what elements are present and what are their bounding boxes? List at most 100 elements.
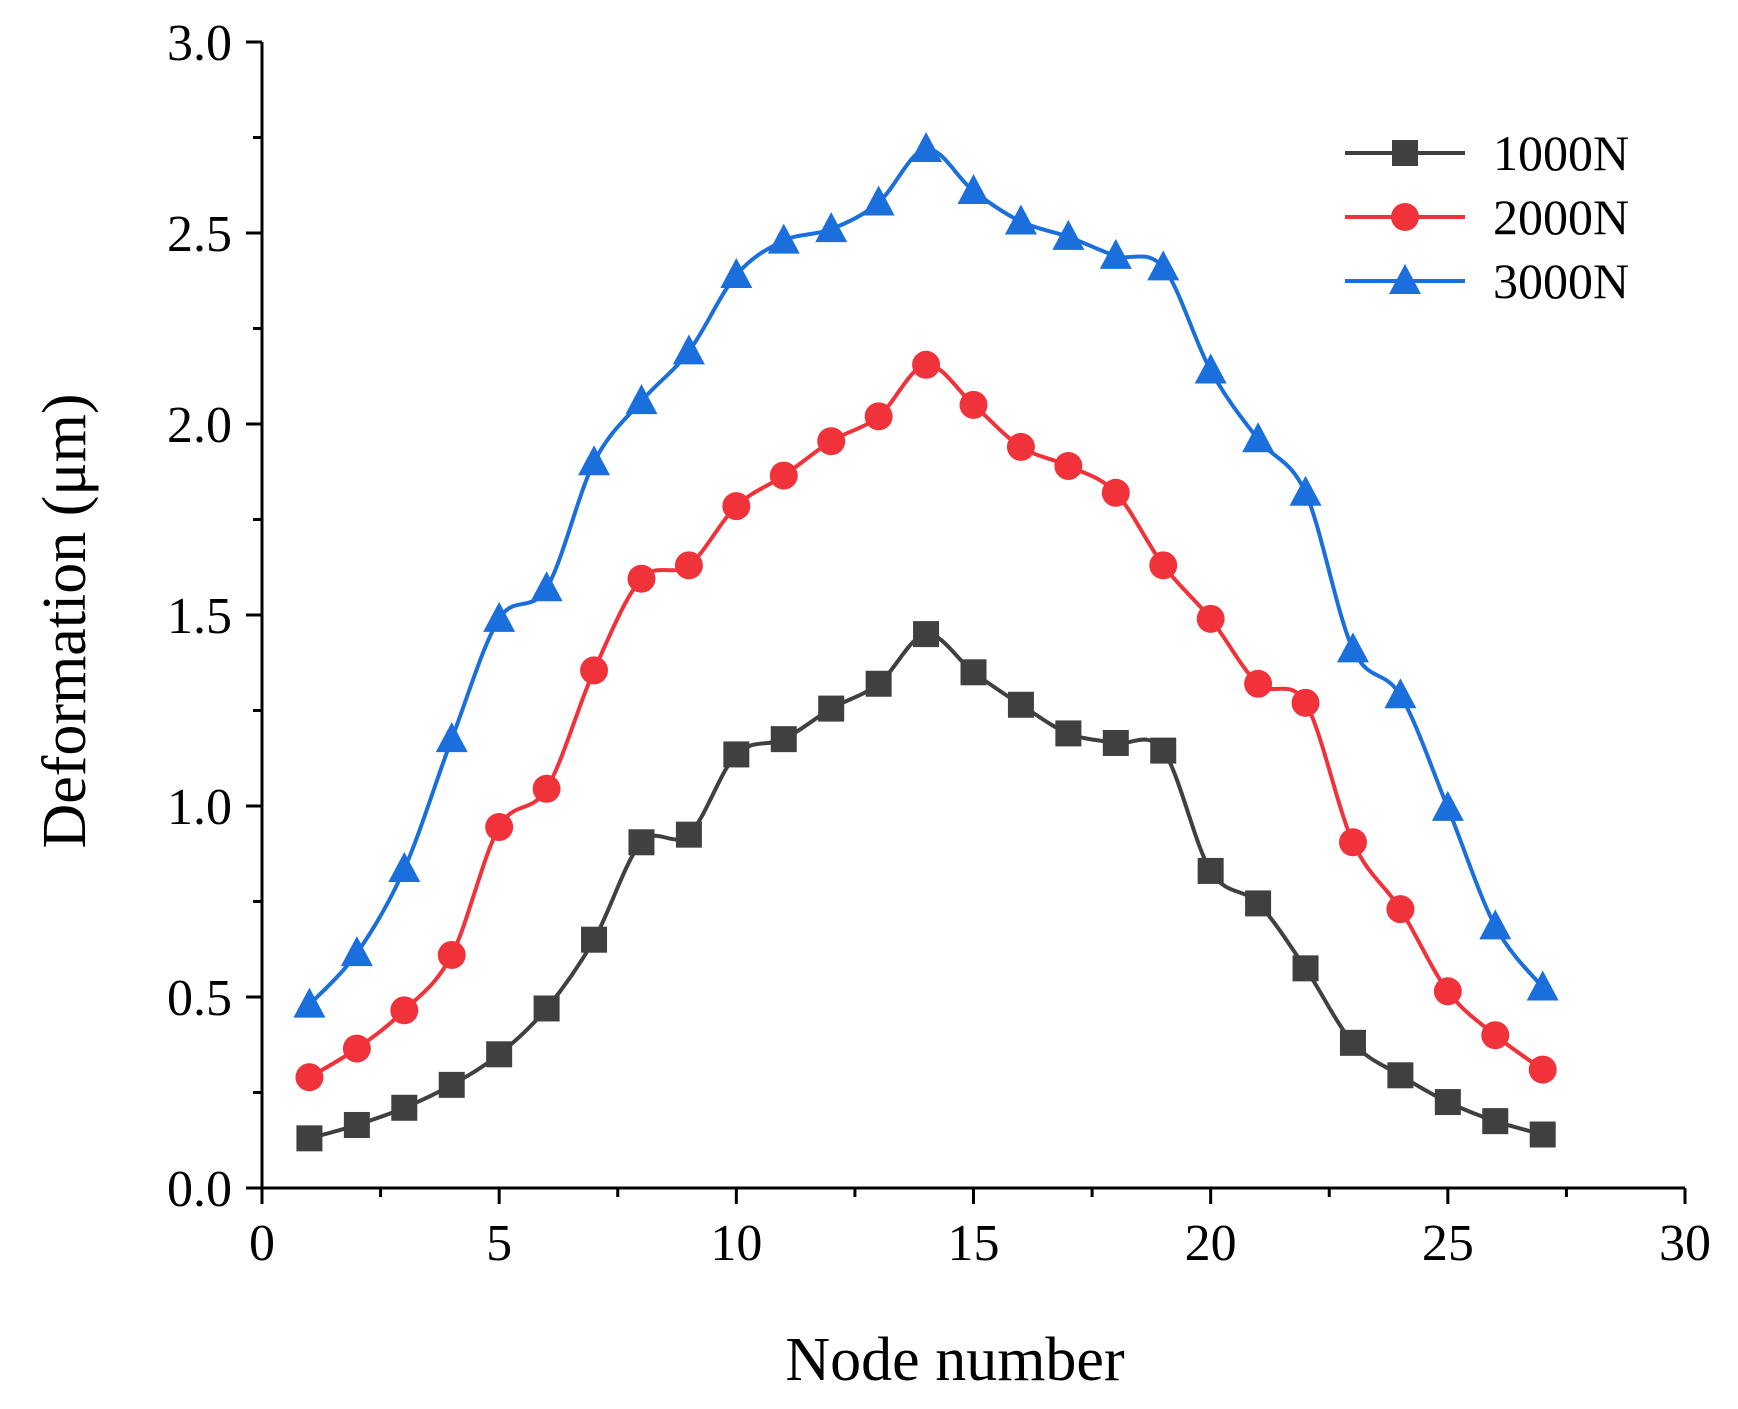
data-point xyxy=(625,384,658,415)
data-point xyxy=(1149,551,1178,580)
data-point xyxy=(1006,432,1035,461)
data-point xyxy=(1291,688,1320,717)
data-point xyxy=(1147,250,1180,281)
data-point xyxy=(486,1041,513,1068)
data-point xyxy=(1479,909,1512,940)
x-tick-label: 10 xyxy=(710,1215,762,1272)
legend-item: 2000N xyxy=(1345,189,1629,245)
legend-label: 3000N xyxy=(1493,253,1629,309)
data-point xyxy=(532,774,561,803)
data-point xyxy=(388,852,421,883)
legend: 1000N 2000N 3000N xyxy=(1345,125,1629,309)
data-point xyxy=(1289,475,1322,506)
data-point xyxy=(1482,1108,1509,1135)
legend-label: 1000N xyxy=(1493,125,1629,181)
legend-marker xyxy=(1391,203,1419,231)
data-point xyxy=(1387,1062,1414,1089)
data-point xyxy=(435,722,468,753)
data-point xyxy=(818,695,845,722)
data-point xyxy=(580,656,609,685)
data-point xyxy=(627,564,656,593)
data-point xyxy=(438,1071,465,1098)
data-point xyxy=(1529,1121,1556,1148)
y-tick-label: 1.0 xyxy=(167,779,232,836)
data-point xyxy=(769,461,798,490)
data-point xyxy=(390,996,419,1025)
data-point xyxy=(674,551,703,580)
x-tick-label: 30 xyxy=(1659,1215,1711,1272)
series-3000N xyxy=(293,131,1559,1018)
data-point xyxy=(485,813,514,842)
data-point xyxy=(1386,895,1415,924)
data-point xyxy=(581,926,608,953)
data-point xyxy=(483,601,516,632)
y-axis-title: Deformation (μm) xyxy=(31,393,99,848)
data-point xyxy=(578,445,611,476)
data-point xyxy=(1526,970,1559,1001)
y-tick-label: 0.5 xyxy=(167,970,232,1027)
x-axis-title: Node number xyxy=(785,1326,1125,1394)
series-layer xyxy=(293,131,1559,1152)
data-point xyxy=(1004,204,1037,235)
y-tick-label: 2.5 xyxy=(167,206,232,263)
data-point xyxy=(1245,890,1272,917)
legend-marker xyxy=(1389,264,1421,294)
data-point xyxy=(1007,691,1034,718)
y-tick-label: 3.0 xyxy=(167,15,232,72)
data-point xyxy=(722,492,751,521)
data-point xyxy=(1481,1021,1510,1050)
data-point xyxy=(342,1034,371,1063)
series-line xyxy=(307,146,1545,1007)
axes: 0 5 10 15 20 25 30 0.0 0.5 1.0 1.5 2.0 2.5 3.0 xyxy=(167,15,1711,1272)
data-point xyxy=(865,670,892,697)
y-tick-label: 1.5 xyxy=(167,588,232,645)
data-point xyxy=(1194,353,1227,384)
data-point xyxy=(1242,422,1275,453)
data-point xyxy=(672,334,705,365)
data-point xyxy=(1338,828,1367,857)
data-point xyxy=(1099,238,1132,269)
data-point xyxy=(1434,1089,1461,1116)
legend-item: 3000N xyxy=(1345,253,1629,309)
data-point xyxy=(959,390,988,419)
data-point xyxy=(957,173,990,204)
data-point xyxy=(912,350,941,379)
series-1000N xyxy=(296,621,1556,1152)
legend-item: 1000N xyxy=(1345,125,1629,181)
data-point xyxy=(1054,452,1083,481)
data-point xyxy=(913,621,940,648)
data-point xyxy=(296,1125,323,1152)
data-point xyxy=(1433,977,1462,1006)
data-point xyxy=(343,1111,370,1138)
data-point xyxy=(293,987,326,1018)
data-point xyxy=(1431,790,1464,821)
data-point xyxy=(910,131,943,162)
data-point xyxy=(770,726,797,753)
data-point xyxy=(1196,604,1225,633)
data-point xyxy=(1102,729,1129,756)
data-point xyxy=(1244,669,1273,698)
data-point xyxy=(1528,1055,1557,1084)
series-line xyxy=(308,362,1544,1079)
x-tick-label: 15 xyxy=(948,1215,1000,1272)
data-point xyxy=(767,223,800,254)
data-point xyxy=(1101,478,1130,507)
data-point xyxy=(1336,632,1369,663)
data-point xyxy=(1055,720,1082,747)
y-tick-label: 0.0 xyxy=(167,1161,232,1218)
data-point xyxy=(960,659,987,686)
x-tick-label: 0 xyxy=(249,1215,275,1272)
series-2000N xyxy=(295,350,1557,1092)
data-point xyxy=(1150,737,1177,764)
data-point xyxy=(1052,219,1085,250)
data-point xyxy=(628,829,655,856)
data-point xyxy=(1384,678,1417,709)
data-point xyxy=(530,571,563,602)
data-point xyxy=(1197,857,1224,884)
x-tick-label: 5 xyxy=(486,1215,512,1272)
data-point xyxy=(862,185,895,216)
legend-marker xyxy=(1392,140,1418,166)
data-point xyxy=(340,936,373,967)
